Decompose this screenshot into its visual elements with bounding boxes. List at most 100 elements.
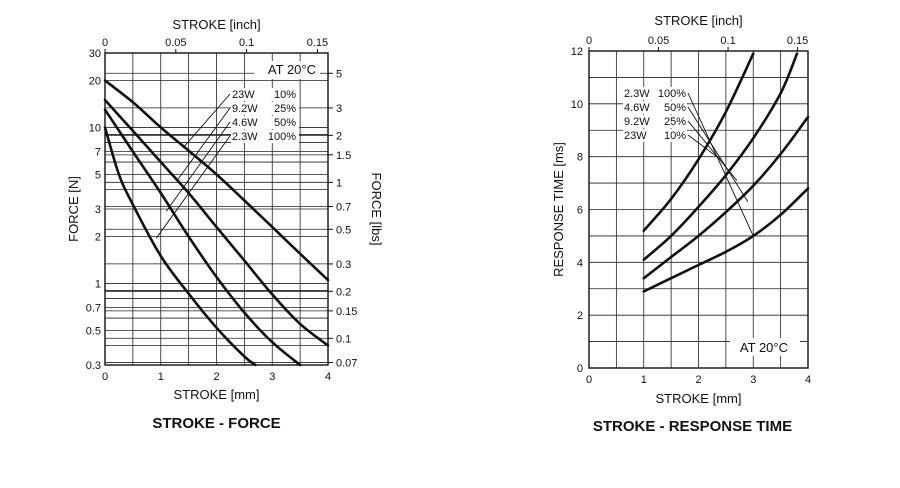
x-tick-label: 3 bbox=[269, 371, 275, 383]
x-tick-label: 2 bbox=[695, 374, 701, 386]
legend-leader-line bbox=[687, 134, 721, 160]
legend-bg bbox=[231, 102, 299, 115]
legend-bg bbox=[231, 88, 299, 101]
annotation-temperature: AT 20°C bbox=[740, 340, 788, 355]
x-tick-label: 3 bbox=[750, 374, 756, 386]
legend-bg bbox=[623, 101, 687, 114]
legend-power-label: 23W bbox=[624, 130, 647, 142]
legend-duty-label: 25% bbox=[274, 103, 296, 115]
y-tick-label: 0 bbox=[577, 363, 583, 375]
y-axis-label: RESPONSE TIME [ms] bbox=[551, 142, 566, 277]
series-2-line bbox=[642, 115, 810, 280]
x2-axis-label: STROKE [inch] bbox=[654, 13, 742, 28]
y-tick-label: 3 bbox=[95, 204, 101, 216]
stroke-force-chart: 0 1 2 3 40 0.05 0.1 0.150.30.50.7123571020300.0… bbox=[66, 17, 384, 432]
x-axis-label: STROKE [mm] bbox=[174, 387, 260, 402]
legend-duty-label: 50% bbox=[274, 117, 296, 129]
series-2-line bbox=[103, 98, 330, 347]
series-4-line bbox=[642, 52, 755, 232]
y-tick-label: 6 bbox=[577, 205, 583, 217]
y-tick-label: 4 bbox=[577, 257, 583, 269]
x-tick-label: 4 bbox=[325, 371, 331, 383]
legend-leader-line bbox=[155, 135, 231, 239]
chart-title: STROKE - FORCE bbox=[152, 415, 280, 432]
legend-bg bbox=[623, 129, 687, 142]
y2-tick-label: 0.7 bbox=[336, 201, 351, 213]
legend-duty-label: 10% bbox=[274, 89, 296, 101]
x2-tick-label: 0.05 bbox=[648, 35, 669, 47]
annotation-bg bbox=[730, 338, 800, 356]
annotation-temperature: AT 20°C bbox=[268, 62, 316, 77]
y-tick-label: 0.7 bbox=[86, 303, 101, 315]
legend-duty-label: 100% bbox=[658, 88, 686, 100]
legend-power-label: 9.2W bbox=[232, 103, 258, 115]
y-tick-label: 1 bbox=[95, 278, 101, 290]
y-tick-label: 5 bbox=[95, 169, 101, 181]
series-3-line bbox=[103, 108, 302, 367]
legend-duty-label: 100% bbox=[268, 131, 296, 143]
y-tick-label: 10 bbox=[571, 99, 583, 111]
y-tick-label: 30 bbox=[89, 48, 101, 60]
plot-frame bbox=[588, 50, 809, 369]
legend-leader-line bbox=[687, 106, 749, 202]
y-tick-label: 2 bbox=[95, 231, 101, 243]
x2-tick-label: 0.1 bbox=[239, 37, 254, 49]
y2-tick-label: 0.5 bbox=[336, 224, 351, 236]
legend-leader-line bbox=[165, 121, 231, 212]
legend-leader-line bbox=[182, 93, 231, 149]
legend-duty-label: 50% bbox=[664, 102, 686, 114]
x-tick-label: 1 bbox=[158, 371, 164, 383]
annotation-bg bbox=[254, 61, 320, 79]
legend-power-label: 23W bbox=[232, 89, 255, 101]
series-1-line bbox=[642, 187, 810, 293]
legend-power-label: 9.2W bbox=[624, 116, 650, 128]
series-1-line bbox=[103, 79, 330, 282]
legend-power-label: 4.6W bbox=[624, 102, 650, 114]
x-tick-label: 4 bbox=[805, 374, 811, 386]
y-tick-label: 10 bbox=[89, 122, 101, 134]
y-tick-label: 12 bbox=[571, 46, 583, 58]
y2-tick-label: 5 bbox=[336, 68, 342, 80]
x2-tick-label: 0.05 bbox=[165, 37, 186, 49]
x-tick-label: 1 bbox=[641, 374, 647, 386]
y2-tick-label: 0.15 bbox=[336, 306, 357, 318]
legend-bg bbox=[231, 130, 299, 143]
legend-leader-line bbox=[687, 120, 738, 181]
legend-power-label: 2.3W bbox=[624, 88, 650, 100]
x2-tick-label: 0 bbox=[102, 37, 108, 49]
y-tick-label: 7 bbox=[95, 147, 101, 159]
y2-axis-label: FORCE [lbs] bbox=[369, 173, 384, 246]
legend-power-label: 2.3W bbox=[232, 131, 258, 143]
y-tick-label: 2 bbox=[577, 310, 583, 322]
y-tick-label: 20 bbox=[89, 75, 101, 87]
y2-tick-label: 0.07 bbox=[336, 358, 357, 370]
legend-bg bbox=[623, 115, 687, 128]
y2-tick-label: 0.1 bbox=[336, 333, 351, 345]
x-tick-label: 2 bbox=[213, 371, 219, 383]
y-tick-label: 0.3 bbox=[86, 360, 101, 372]
legend-leader-line bbox=[687, 92, 754, 237]
x-axis-label: STROKE [mm] bbox=[656, 391, 742, 406]
legend-duty-label: 10% bbox=[664, 130, 686, 142]
legend-bg bbox=[231, 116, 299, 129]
series-4-line bbox=[103, 126, 257, 367]
y2-tick-label: 0.2 bbox=[336, 286, 351, 298]
y2-tick-label: 2 bbox=[336, 130, 342, 142]
legend-leader-line bbox=[177, 107, 231, 181]
chart-title: STROKE - RESPONSE TIME bbox=[593, 418, 792, 435]
y2-tick-label: 0.3 bbox=[336, 259, 351, 271]
x-tick-label: 0 bbox=[102, 371, 108, 383]
y-tick-label: 0.5 bbox=[86, 325, 101, 337]
y-axis-label: FORCE [N] bbox=[66, 176, 81, 242]
x2-tick-label: 0.15 bbox=[787, 35, 808, 47]
y2-tick-label: 1.5 bbox=[336, 150, 351, 162]
legend-duty-label: 25% bbox=[664, 116, 686, 128]
plot-frame bbox=[104, 52, 329, 366]
x-tick-label: 0 bbox=[586, 374, 592, 386]
y2-tick-label: 1 bbox=[336, 177, 342, 189]
x2-axis-label: STROKE [inch] bbox=[172, 17, 260, 32]
y-tick-label: 8 bbox=[577, 152, 583, 164]
legend-bg bbox=[623, 87, 687, 100]
